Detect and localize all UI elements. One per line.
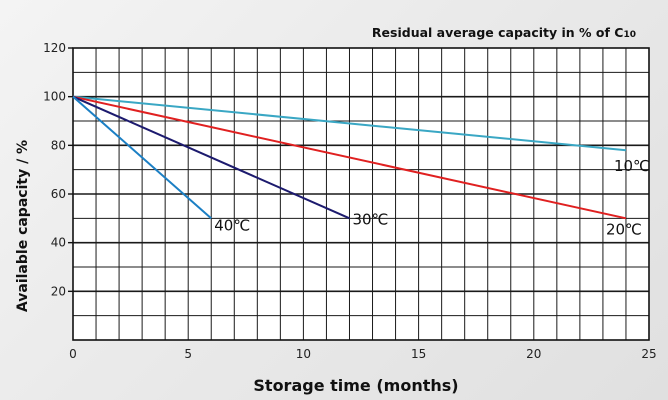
- grid: [73, 48, 649, 340]
- y-tick-label: 100: [43, 90, 66, 104]
- chart-title-subscript: 10: [623, 30, 636, 40]
- plot-frame: [68, 47, 650, 341]
- y-tick-labels: 20 40 60 80 100 120: [43, 41, 66, 298]
- series-line: [72, 95, 212, 220]
- series-label: 40℃: [214, 216, 250, 234]
- chart-title: Residual average capacity in % of C10: [372, 25, 636, 40]
- x-tick-label: 10: [296, 347, 311, 361]
- x-tick-label: 0: [69, 347, 77, 361]
- series-line: [72, 95, 627, 152]
- x-tick-label: 20: [526, 347, 541, 361]
- series-line: [72, 95, 350, 220]
- series-line: [72, 95, 627, 220]
- x-tick-label: 5: [184, 347, 192, 361]
- x-tick-label: 15: [411, 347, 426, 361]
- series-label: 30℃: [352, 210, 388, 228]
- series-labels: 10℃ 20℃ 30℃ 40℃: [214, 157, 650, 238]
- x-tick-label: 25: [641, 347, 656, 361]
- chart-title-main: Residual average capacity in % of C: [372, 25, 624, 40]
- series-label: 20℃: [606, 220, 642, 238]
- y-tick-label: 40: [51, 236, 66, 250]
- y-axis-label: Available capacity / %: [15, 140, 31, 312]
- series-label: 10℃: [614, 157, 650, 175]
- series-lines: [72, 95, 627, 220]
- x-axis-label: Storage time (months): [253, 376, 458, 395]
- y-tick-label: 80: [51, 138, 66, 152]
- y-tick-label: 120: [43, 41, 66, 55]
- y-tick-label: 20: [51, 284, 66, 298]
- y-tick-label: 60: [51, 187, 66, 201]
- x-tick-labels: 0 5 10 15 20 25: [69, 347, 656, 361]
